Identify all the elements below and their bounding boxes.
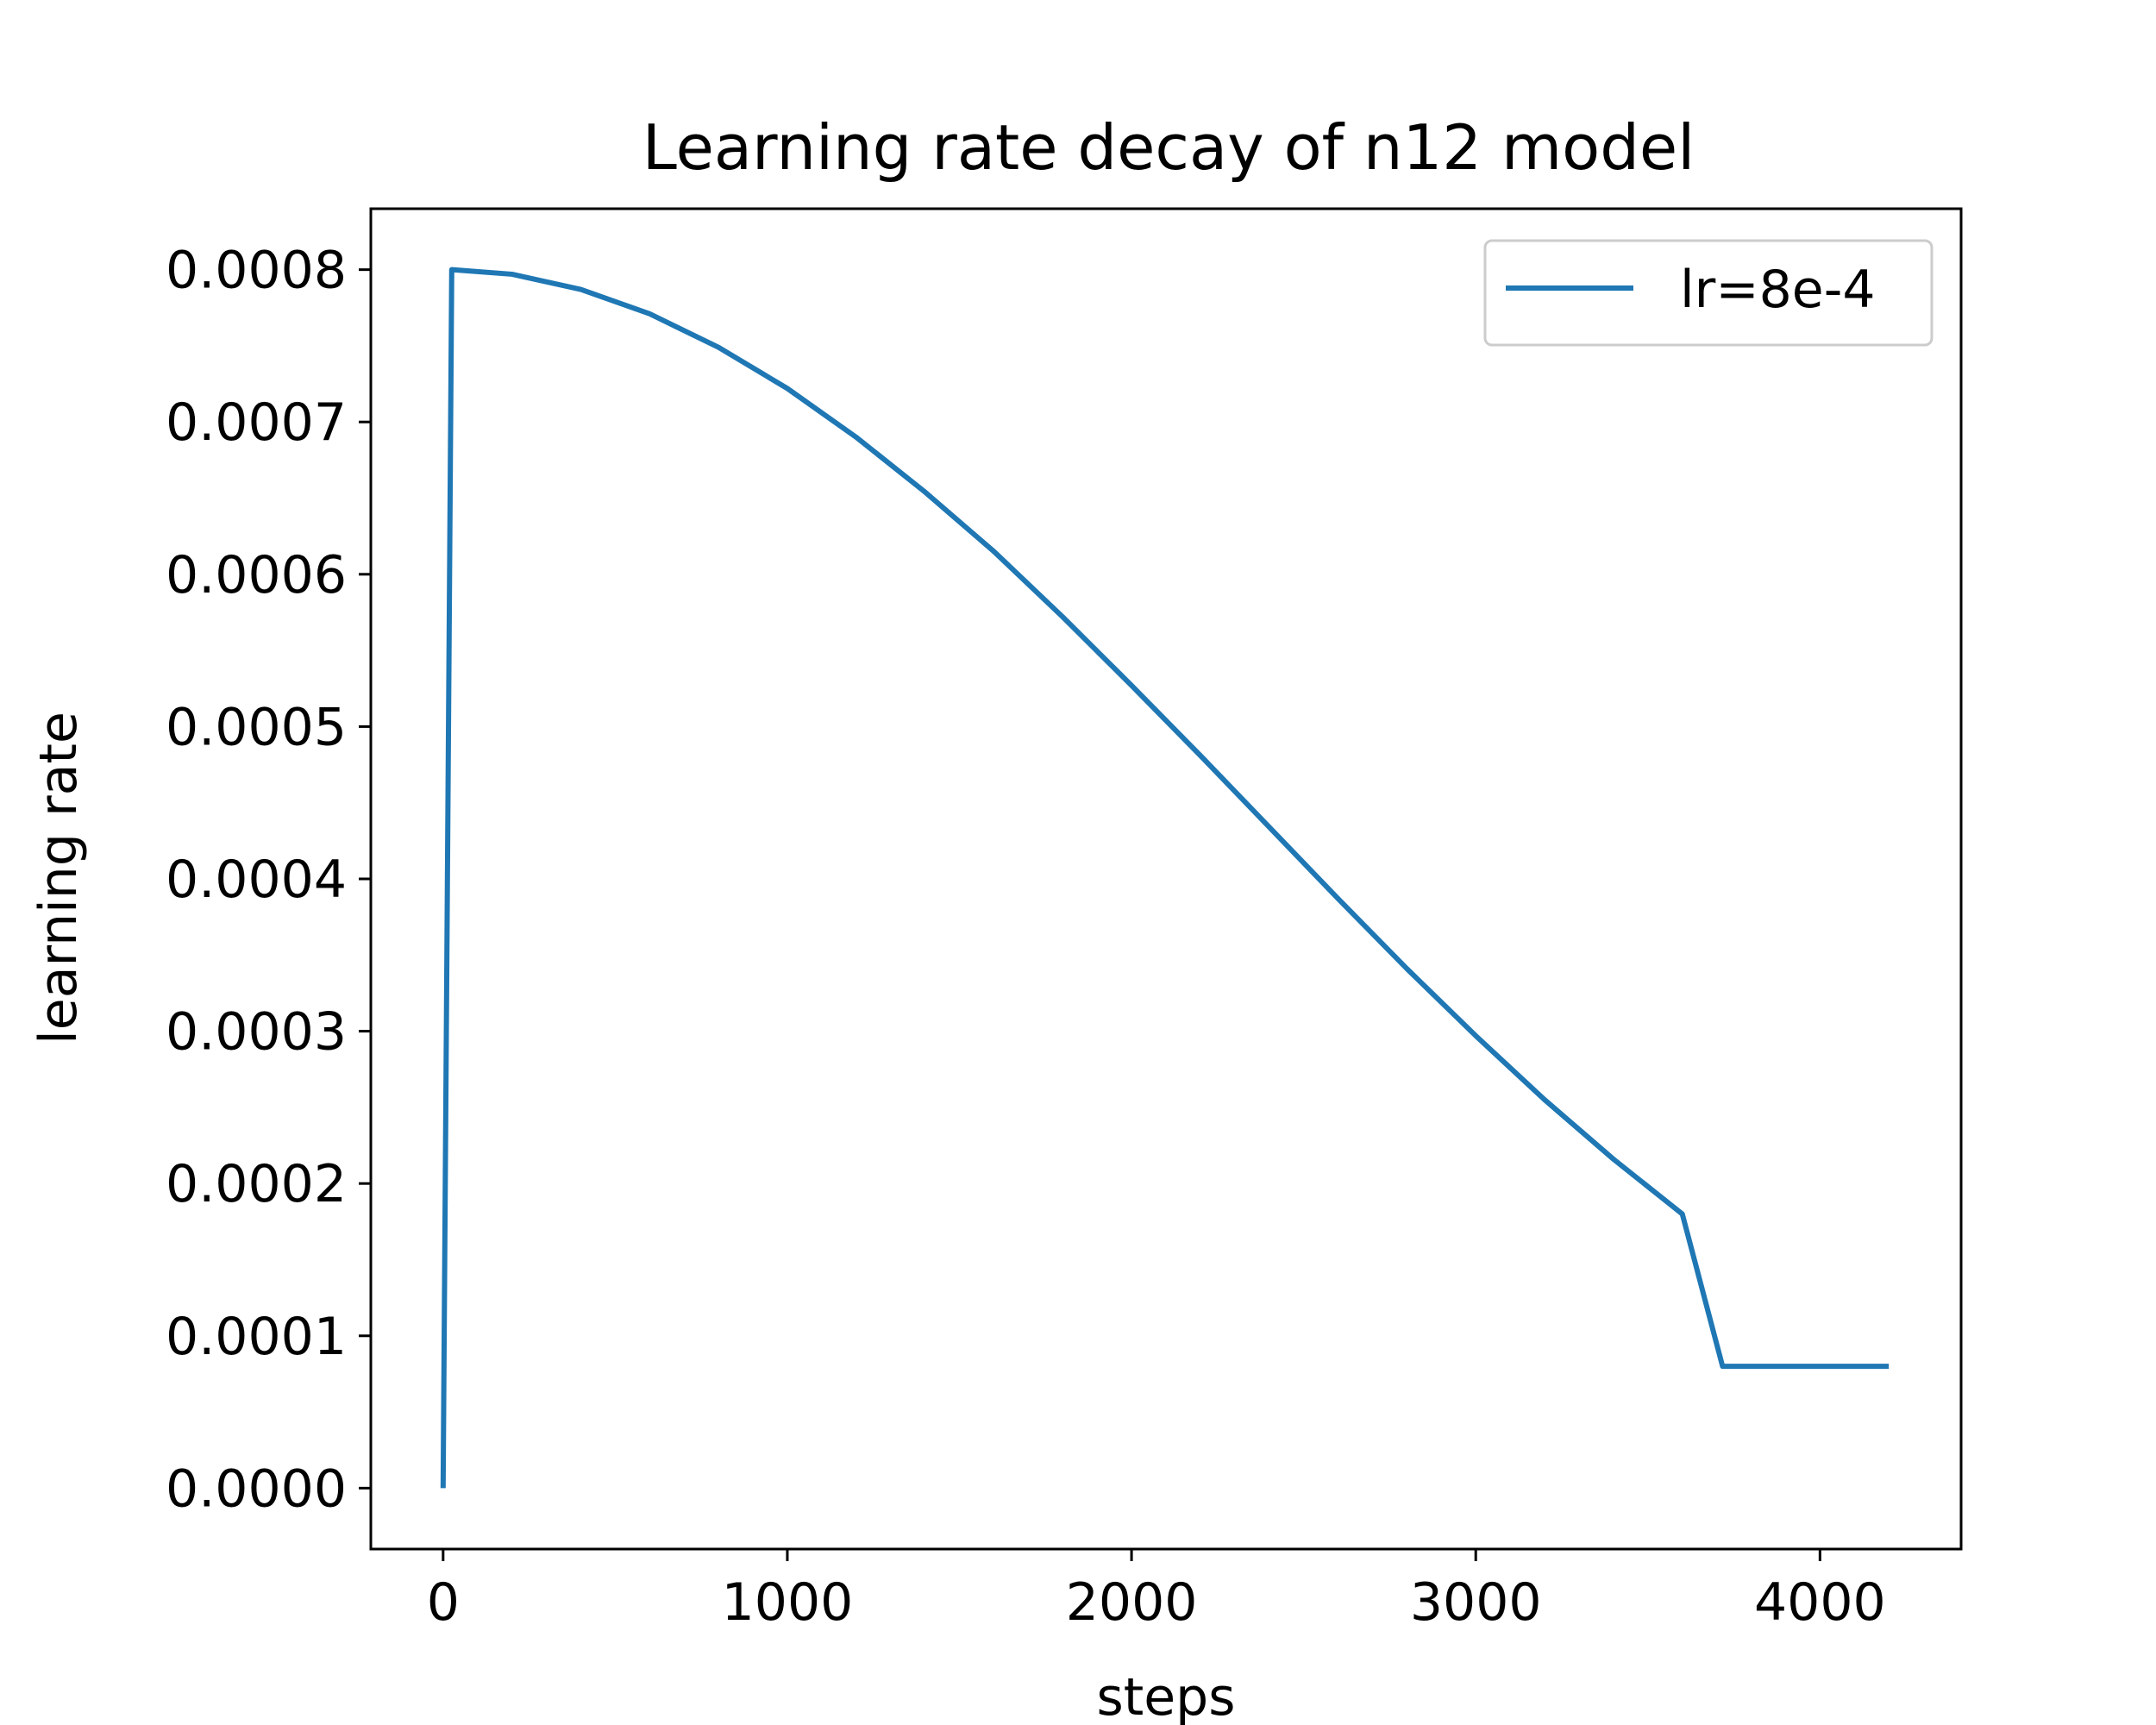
y-tick-label: 0.0003 [166,1002,347,1063]
legend-box [1483,239,1934,347]
plot-area-frame [369,207,1963,1551]
y-tick-label: 0.0005 [166,697,347,757]
x-tick-label: 4000 [1754,1572,1886,1633]
x-tick-label: 3000 [1410,1572,1542,1633]
x-axis-label: steps [1096,1667,1235,1725]
y-tick-label: 0.0007 [166,392,347,453]
x-tick-label: 2000 [1066,1572,1198,1633]
x-axis-ticks: 0 1000 2000 3000 4000 [427,1549,1886,1633]
legend: lr=8e-4 [1483,239,1934,347]
y-tick-label: 0.0006 [166,545,347,605]
series-layer [440,267,1890,1489]
y-axis-ticks: 0.0000 0.0001 0.0002 0.0003 0.0004 0.0005 0.00… [166,241,371,1519]
legend-label-lr-8e-4: lr=8e-4 [1680,260,1876,320]
y-tick-label: 0.0000 [166,1458,347,1519]
chart-title: Learning rate decay of n12 model [642,111,1695,184]
y-tick-label: 0.0001 [166,1307,347,1367]
y-tick-label: 0.0008 [166,241,347,301]
y-tick-label: 0.0004 [166,850,347,910]
y-axis-label: learning rate [28,712,89,1044]
y-tick-label: 0.0002 [166,1154,347,1214]
series-line-0 [440,267,1890,1489]
x-tick-label: 0 [427,1572,460,1633]
x-tick-label: 1000 [722,1572,854,1633]
